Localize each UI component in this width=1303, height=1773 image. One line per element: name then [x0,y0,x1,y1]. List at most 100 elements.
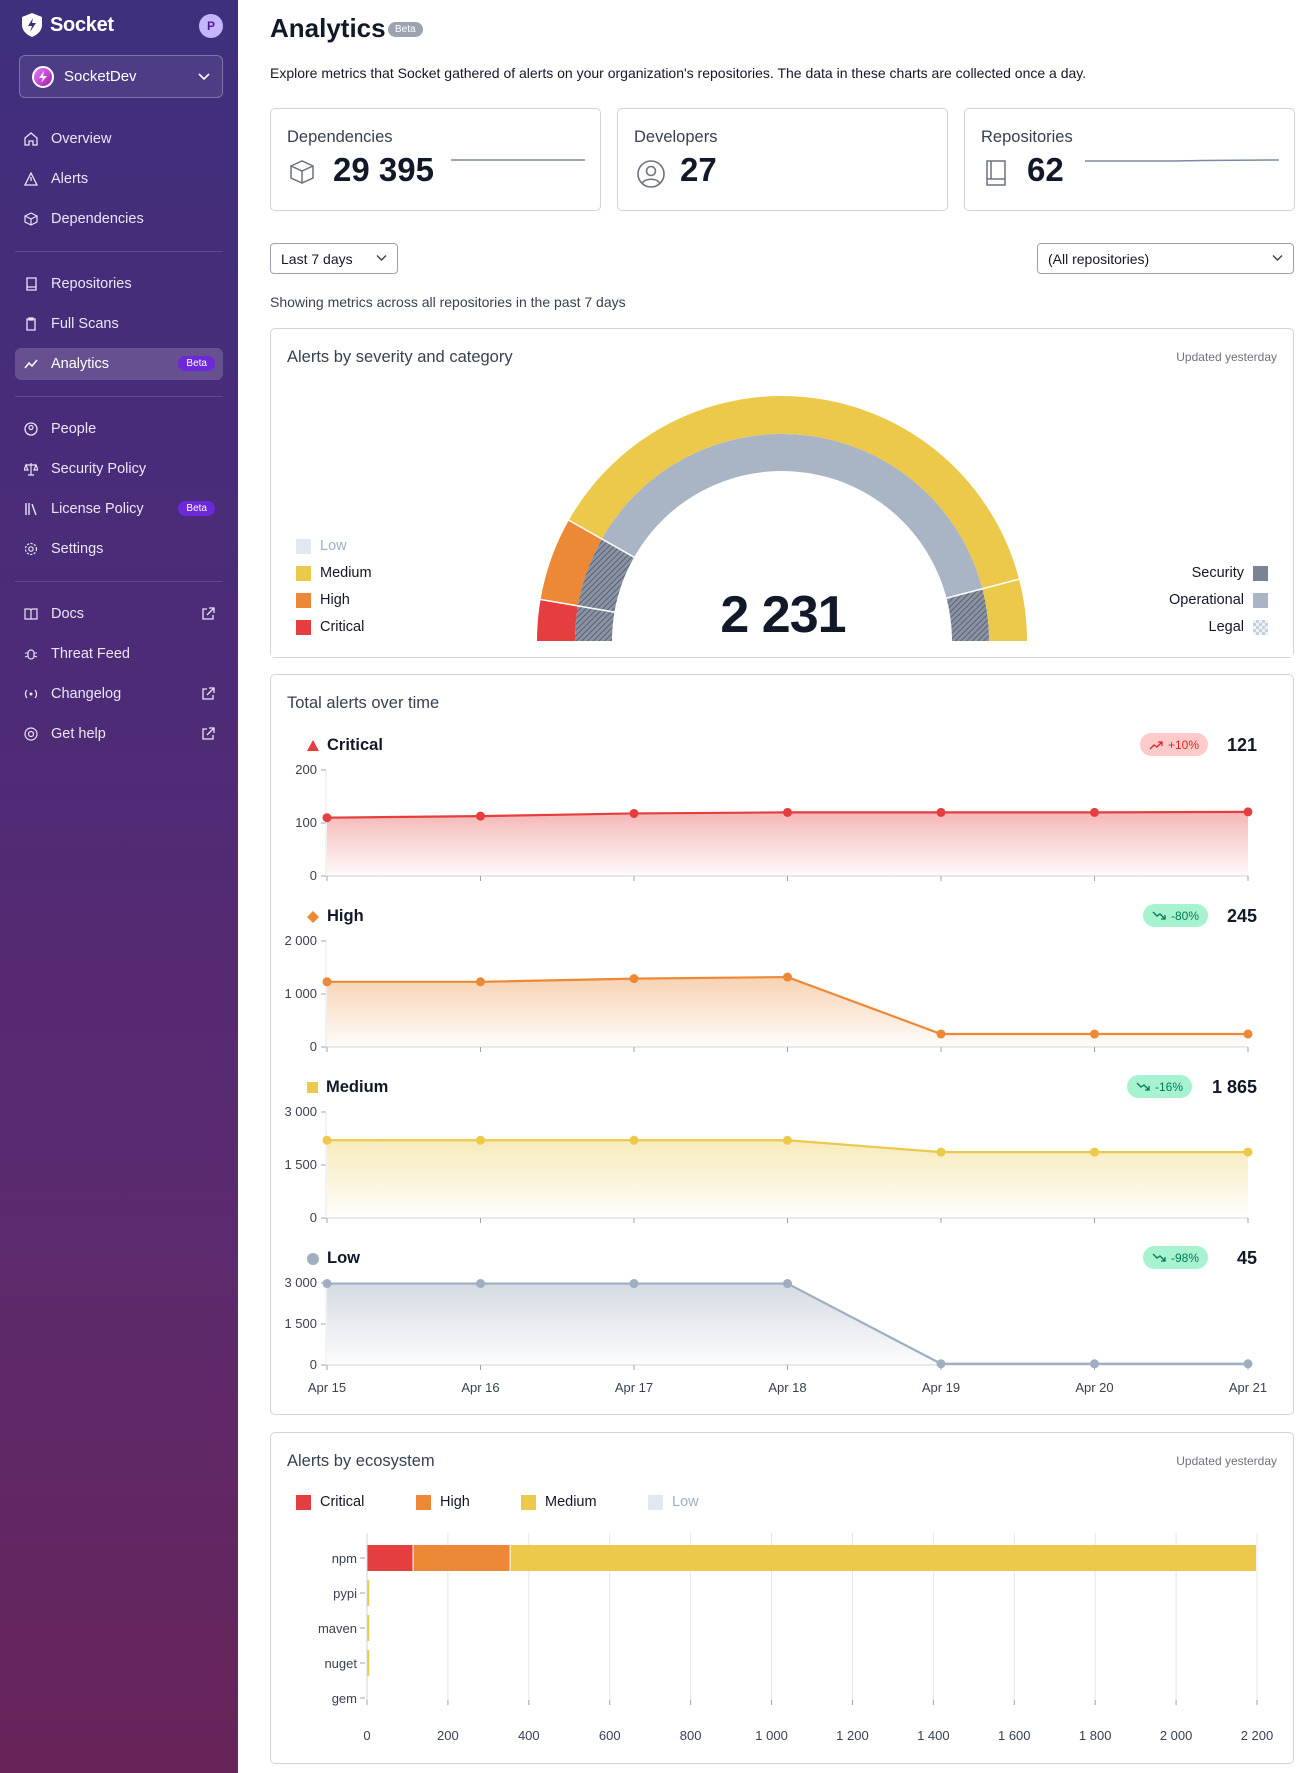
legend-high[interactable]: High [296,592,350,608]
sidebar-item-label: Analytics [51,356,110,372]
diamond-icon [307,910,319,923]
legend-low[interactable]: Low [296,538,347,554]
sidebar-item-settings[interactable]: Settings [15,533,223,565]
page-title: Analytics [270,13,386,43]
stat-label: Developers [634,128,718,146]
legend-label: Critical [320,1494,365,1510]
gauge-slice-critical [537,599,578,641]
repository-value: (All repositories) [1048,250,1150,267]
sidebar-item-alerts[interactable]: Alerts [15,163,223,195]
external-link-icon [202,607,215,620]
stat-label: Dependencies [287,128,393,146]
category-label: nuget [324,1656,357,1671]
x-tick-label: 2 200 [1241,1728,1274,1743]
category-label: maven [318,1621,357,1636]
data-point-medium [1243,1147,1253,1157]
date-range-value: Last 7 days [281,250,353,267]
data-point-critical [629,808,639,818]
sidebar-item-overview[interactable]: Overview [15,123,223,155]
warning-icon [23,171,39,187]
stat-card-dependencies: Dependencies 29 395 [270,108,601,211]
sidebar-item-dependencies[interactable]: Dependencies [15,203,223,235]
data-point-high [476,977,485,987]
sidebar-item-get-help[interactable]: Get help [15,718,223,750]
data-point-critical [936,807,946,817]
x-tick-label: 1 600 [998,1728,1031,1743]
sidebar-item-license-policy[interactable]: License Policy Beta [15,493,223,525]
sidebar-item-analytics[interactable]: Analytics Beta [15,348,223,380]
external-link-icon [202,687,215,700]
data-point-medium [629,1135,639,1145]
y-tick-label: 0 [310,868,317,883]
sidebar-item-people[interactable]: People [15,413,223,445]
alerts-by-ecosystem-panel: Alerts by ecosystem Updated yesterday Cr… [270,1432,1294,1764]
stat-value: 29 395 [333,151,434,188]
severity-category-panel: Alerts by severity and category Updated … [270,328,1294,658]
x-tick-label: 2 000 [1160,1728,1193,1743]
beta-badge: Beta [178,501,215,516]
chevron-down-icon [1272,255,1283,261]
x-tick-label: Apr 18 [768,1380,806,1395]
avatar[interactable]: P [199,14,223,38]
category-label: gem [332,1691,357,1706]
sidebar-item-label: People [51,421,97,437]
x-tick-label: 1 000 [755,1728,788,1743]
sparkline [451,159,585,161]
gear-icon [23,541,39,557]
legend-high[interactable]: High [416,1494,470,1510]
legend-medium[interactable]: Medium [521,1494,597,1510]
bar-segment-medium [367,1615,370,1641]
trend-down-icon [1152,911,1166,920]
legend-label: Operational [1169,592,1244,608]
sidebar-item-full-scans[interactable]: Full Scans [15,308,223,340]
x-tick-label: Apr 17 [615,1380,653,1395]
sidebar-item-docs[interactable]: Docs [15,598,223,630]
socket-logo-icon [22,13,42,37]
y-tick-label: 1 000 [284,986,317,1001]
sidebar-item-changelog[interactable]: Changelog [15,678,223,710]
series-area-medium [327,1140,1248,1218]
sidebar-item-label: Dependencies [51,211,144,227]
gauge-separator [540,598,615,613]
legend-medium[interactable]: Medium [296,565,372,581]
legend-operational[interactable]: Operational [1169,592,1268,608]
legend-security[interactable]: Security [1192,565,1268,581]
legend-critical[interactable]: Critical [296,1494,364,1510]
main-content: Analytics Beta Explore metrics that Sock… [238,0,1303,1773]
sidebar-item-security-policy[interactable]: Security Policy [15,453,223,485]
series-head-high: High [307,907,364,926]
series-head-low: Low [307,1249,360,1268]
legend-critical[interactable]: Critical [296,619,364,635]
trend-up-icon [1149,740,1163,749]
series-total: 1 865 [1211,1077,1257,1097]
x-tick-label: 1 200 [836,1728,869,1743]
ecosystem-bar-chart: 0 200 400 600 800 1 000 1 200 1 400 1 600 1 800 2 … [318,1533,1274,1743]
legend-swatch [521,1494,536,1510]
category-label: pypi [333,1586,357,1601]
legend-swatch [1253,565,1268,581]
trend-down-icon [1152,1253,1166,1262]
x-tick-label: 1 800 [1079,1728,1112,1743]
org-select[interactable]: SocketDev [19,55,223,98]
book-icon [23,276,39,292]
severity-gauge-chart [271,396,1293,657]
legend-swatch [296,592,311,608]
x-tick-label: 600 [599,1728,621,1743]
alerts-over-time-panel: Total alerts over time 0 100 200 0 1 000 2 00… [270,674,1294,1415]
change-value: -98% [1170,1250,1199,1265]
user-circle-icon [637,160,665,188]
legend-legal[interactable]: Legal [1209,619,1268,635]
series-area-low [327,1283,1248,1365]
user-circle-icon [23,421,39,437]
date-range-select[interactable]: Last 7 days [270,243,398,274]
legend-low[interactable]: Low [648,1494,699,1510]
x-tick-label: 0 [363,1728,370,1743]
scale-icon [23,461,39,477]
library-icon [23,501,39,517]
data-point-low [322,1279,332,1289]
brand[interactable]: Socket [22,10,114,40]
series-name: Critical [327,736,383,754]
sidebar-item-threat-feed[interactable]: Threat Feed [15,638,223,670]
sidebar-item-repositories[interactable]: Repositories [15,268,223,300]
repository-select[interactable]: (All repositories) [1037,243,1294,274]
